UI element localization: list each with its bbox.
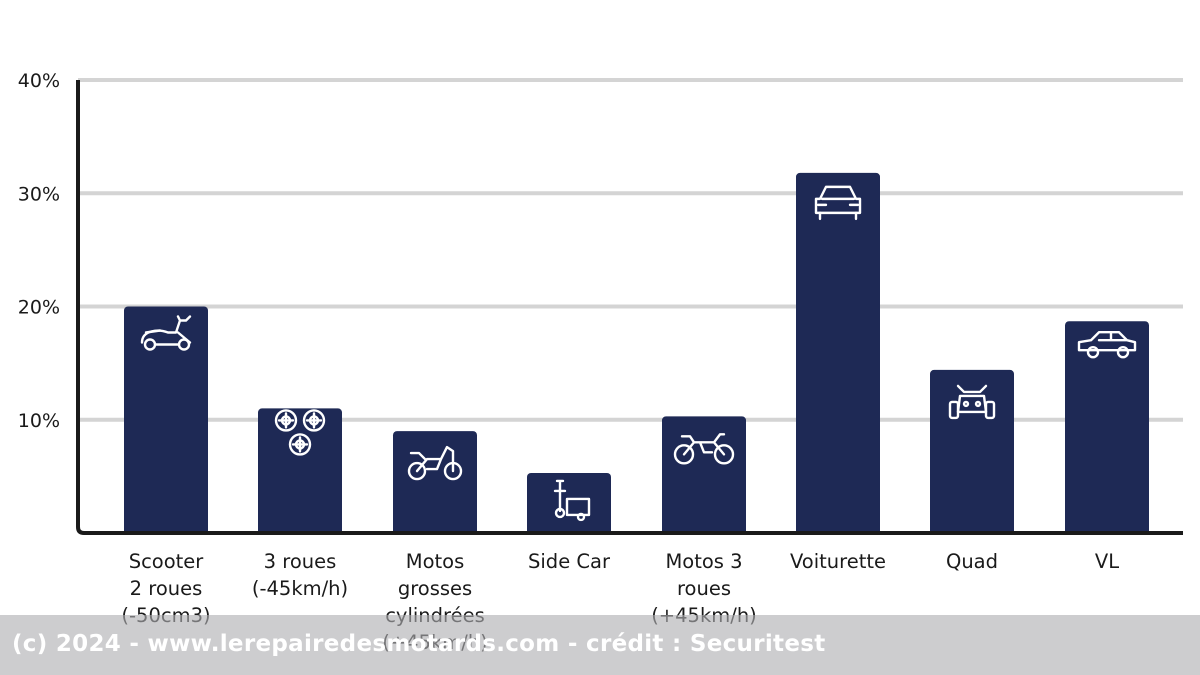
bar [393,431,477,535]
x-tick-label: VL [1095,550,1119,573]
y-tick-label: 10% [18,410,60,432]
bars [124,172,1149,536]
y-tick-label: 40% [18,70,60,92]
watermark-credit: (c) 2024 - www.lerepairedesmotards.com -… [12,631,826,657]
bar [258,408,342,535]
car-front-icon [814,185,862,221]
y-tick-label: 20% [18,297,60,319]
bar [124,306,208,535]
quad-icon [948,384,996,420]
bar [796,172,880,536]
bar-icons [140,185,1137,522]
watermark-banner [0,615,1200,675]
bar [662,416,746,535]
x-tick-label: Side Car [528,550,611,573]
y-axis-ticks: 40% 30% 20% 10% [18,70,60,432]
axes [76,80,1183,535]
bar [1065,321,1149,535]
motorcycle-icon [673,433,735,465]
x-tick-label: Quad [946,550,998,573]
car-side-icon [1077,331,1137,359]
tires-icon [274,409,326,456]
axis-lines [76,80,1183,535]
sidecar-icon [553,479,591,522]
y-tick-label: 30% [18,183,60,205]
bar [527,472,611,535]
gridlines [78,78,1183,422]
sport-motorcycle-icon [407,445,463,481]
x-tick-label: Voiturette [790,550,886,573]
bar [930,369,1014,535]
x-tick-label: 3 roues (-45km/h) [252,550,348,600]
scooter-icon [140,315,192,351]
